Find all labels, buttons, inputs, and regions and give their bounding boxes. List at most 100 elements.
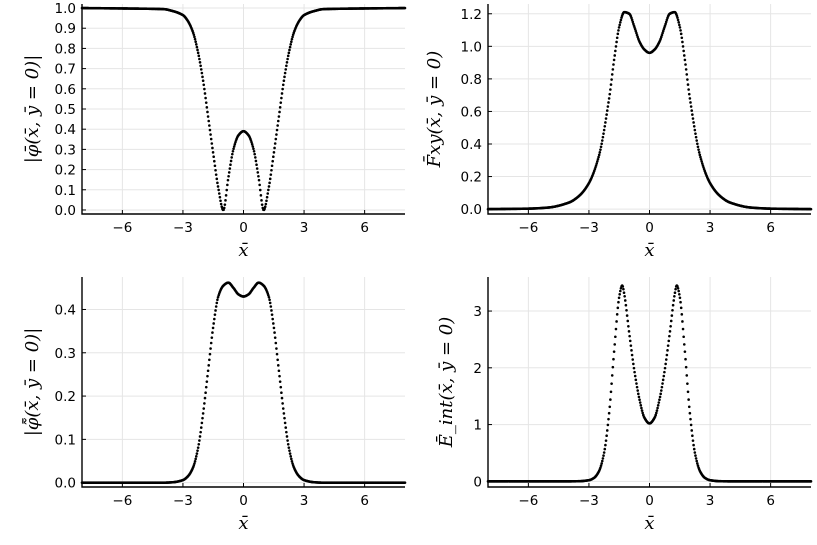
data-point bbox=[633, 374, 637, 378]
data-point bbox=[617, 26, 621, 29]
data-point bbox=[214, 305, 218, 308]
data-point bbox=[696, 464, 700, 467]
data-point bbox=[630, 353, 634, 357]
data-point bbox=[216, 295, 220, 299]
data-point bbox=[687, 88, 690, 91]
data-point bbox=[227, 174, 230, 178]
data-point bbox=[634, 378, 638, 382]
data-point bbox=[288, 449, 291, 452]
data-point bbox=[287, 446, 291, 449]
data-point bbox=[599, 464, 603, 467]
data-point bbox=[196, 48, 199, 52]
data-point bbox=[260, 203, 264, 206]
data-point bbox=[290, 37, 294, 41]
data-point bbox=[607, 417, 610, 421]
data-point bbox=[622, 291, 626, 295]
data-point bbox=[603, 447, 607, 451]
data-point bbox=[281, 402, 284, 405]
data-point bbox=[220, 205, 224, 209]
data-point bbox=[274, 341, 278, 345]
y-axis-label: Ē_int(x̄, ȳ = 0) bbox=[434, 317, 457, 449]
data-point bbox=[283, 416, 286, 420]
y-tick-label: 0.4 bbox=[55, 122, 76, 138]
x-tick-label: 0 bbox=[239, 493, 248, 509]
data-point bbox=[197, 54, 201, 58]
data-point bbox=[202, 83, 206, 87]
data-point bbox=[676, 18, 680, 22]
y-tick-label: 1.0 bbox=[461, 39, 482, 55]
data-point bbox=[267, 185, 271, 188]
data-point bbox=[268, 181, 271, 185]
data-point bbox=[232, 147, 235, 151]
data-point bbox=[197, 443, 201, 446]
x-tick-label: 6 bbox=[360, 220, 369, 236]
data-point bbox=[661, 382, 664, 385]
data-point bbox=[255, 167, 259, 170]
data-point bbox=[196, 446, 200, 449]
data-point bbox=[683, 350, 687, 353]
data-point bbox=[285, 430, 288, 434]
data-point bbox=[279, 101, 283, 104]
data-point bbox=[209, 347, 212, 350]
data-point bbox=[616, 306, 620, 310]
data-point bbox=[681, 327, 685, 331]
data-series bbox=[80, 281, 407, 484]
data-point bbox=[596, 158, 600, 161]
x-tick-label: 0 bbox=[645, 220, 654, 236]
data-point bbox=[684, 63, 687, 66]
data-point bbox=[250, 143, 254, 146]
x-tick-label: 0 bbox=[239, 220, 248, 236]
data-point bbox=[624, 303, 628, 307]
x-tick-label: −3 bbox=[579, 220, 599, 236]
data-point bbox=[612, 58, 616, 62]
data-point bbox=[612, 350, 616, 353]
data-point bbox=[618, 23, 621, 27]
data-point bbox=[205, 106, 209, 109]
data-point bbox=[609, 88, 612, 91]
data-point bbox=[213, 159, 216, 163]
data-point bbox=[681, 320, 684, 323]
data-point bbox=[607, 97, 611, 100]
data-point bbox=[660, 385, 664, 389]
data-point bbox=[212, 322, 215, 325]
y-tick-label: 0.6 bbox=[55, 82, 76, 98]
data-point bbox=[606, 105, 610, 108]
data-point bbox=[278, 374, 281, 378]
data-point bbox=[198, 435, 202, 438]
data-point bbox=[276, 119, 280, 123]
data-point bbox=[617, 300, 620, 304]
y-tick-label: 2 bbox=[473, 361, 482, 377]
data-point bbox=[628, 339, 632, 343]
data-point bbox=[230, 156, 233, 159]
data-point bbox=[226, 178, 230, 182]
data-point bbox=[656, 406, 659, 410]
data-point bbox=[636, 389, 639, 392]
data-point bbox=[222, 206, 226, 210]
data-point bbox=[688, 411, 692, 415]
data-point bbox=[616, 32, 620, 36]
data-point bbox=[265, 195, 269, 199]
data-point bbox=[678, 26, 682, 29]
data-point bbox=[403, 481, 407, 484]
data-point bbox=[273, 331, 276, 334]
data-point bbox=[676, 287, 680, 290]
data-point bbox=[202, 407, 206, 410]
data-point bbox=[693, 451, 697, 454]
x-tick-label: −6 bbox=[518, 220, 538, 236]
data-point bbox=[619, 18, 623, 22]
data-point bbox=[213, 313, 217, 316]
y-tick-label: 1.2 bbox=[461, 7, 482, 23]
data-point bbox=[623, 299, 627, 302]
data-point bbox=[598, 151, 602, 154]
data-point bbox=[284, 426, 288, 429]
data-point bbox=[666, 349, 669, 352]
data-point bbox=[199, 430, 202, 434]
data-point bbox=[271, 159, 274, 163]
data-point bbox=[270, 309, 273, 312]
data-point bbox=[275, 128, 279, 132]
data-point bbox=[627, 324, 630, 328]
data-point bbox=[231, 152, 234, 156]
data-point bbox=[668, 330, 672, 333]
data-point bbox=[607, 101, 610, 104]
data-point bbox=[614, 327, 618, 331]
